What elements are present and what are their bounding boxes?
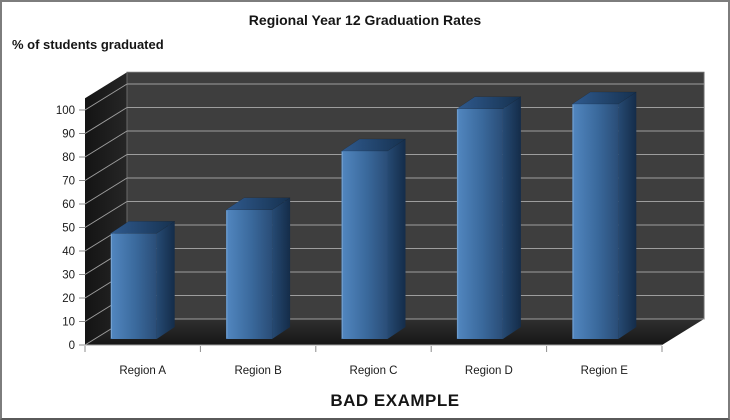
bar-side-face [156, 221, 175, 339]
bar-top-face [109, 221, 176, 234]
y-axis-tick-label: 80 [62, 152, 75, 164]
y-axis-tick-label: 70 [62, 176, 75, 188]
bar-side-face [387, 139, 406, 339]
bar-top-face [571, 91, 638, 105]
gridline-side [84, 83, 128, 111]
bar-top-face [225, 197, 291, 210]
x-axis-category-label: Region C [350, 365, 398, 377]
bar-side-face [502, 96, 521, 339]
bar-top-face [340, 138, 407, 152]
y-axis-unit-label: % of students graduated [12, 37, 164, 52]
gridline-side [84, 177, 128, 205]
y-axis-labels: 0 10 20 30 40 50 60 70 80 90 100 [56, 105, 75, 352]
y-axis-tick-label: 60 [62, 199, 75, 211]
axis-ticks [79, 109, 663, 352]
bar-region-c [340, 138, 407, 339]
x-axis-category-label: Region D [465, 365, 513, 377]
bar-side-face [272, 197, 291, 339]
bar-front-face [226, 209, 273, 339]
gridline-side [84, 154, 128, 181]
y-axis-tick-label: 100 [56, 105, 75, 117]
y-axis-tick-label: 50 [62, 223, 75, 235]
bar-top-face [456, 96, 522, 109]
x-axis-category-label: Region A [119, 365, 166, 377]
bars [109, 91, 638, 339]
y-axis-tick-label: 0 [69, 340, 75, 352]
x-axis-labels: Region A Region B Region C Region D Region E [119, 365, 628, 377]
bar-region-e [571, 91, 638, 339]
bar-region-b [225, 197, 291, 339]
y-axis-tick-label: 30 [62, 270, 75, 282]
x-axis-category-label: Region B [234, 365, 282, 377]
bar-front-face [456, 108, 503, 339]
y-axis-tick-label: 10 [62, 317, 75, 329]
bar-front-face [341, 151, 388, 339]
chart-title: Regional Year 12 Graduation Rates [248, 12, 482, 28]
gridline-side [84, 130, 128, 158]
bar-side-face [618, 92, 637, 339]
y-axis-tick-label: 40 [62, 246, 75, 258]
x-axis-category-label: Region E [581, 365, 629, 377]
caption-bad-example: BAD EXAMPLE [330, 391, 460, 410]
gridline-side [84, 201, 128, 228]
bar-front-face [572, 104, 619, 339]
bar-region-a [109, 221, 176, 339]
y-axis-tick-label: 20 [62, 293, 75, 305]
bar-front-face [110, 233, 157, 339]
y-axis-tick-label: 90 [62, 129, 75, 141]
bar-region-d [456, 96, 522, 339]
gridline-side [84, 107, 128, 134]
